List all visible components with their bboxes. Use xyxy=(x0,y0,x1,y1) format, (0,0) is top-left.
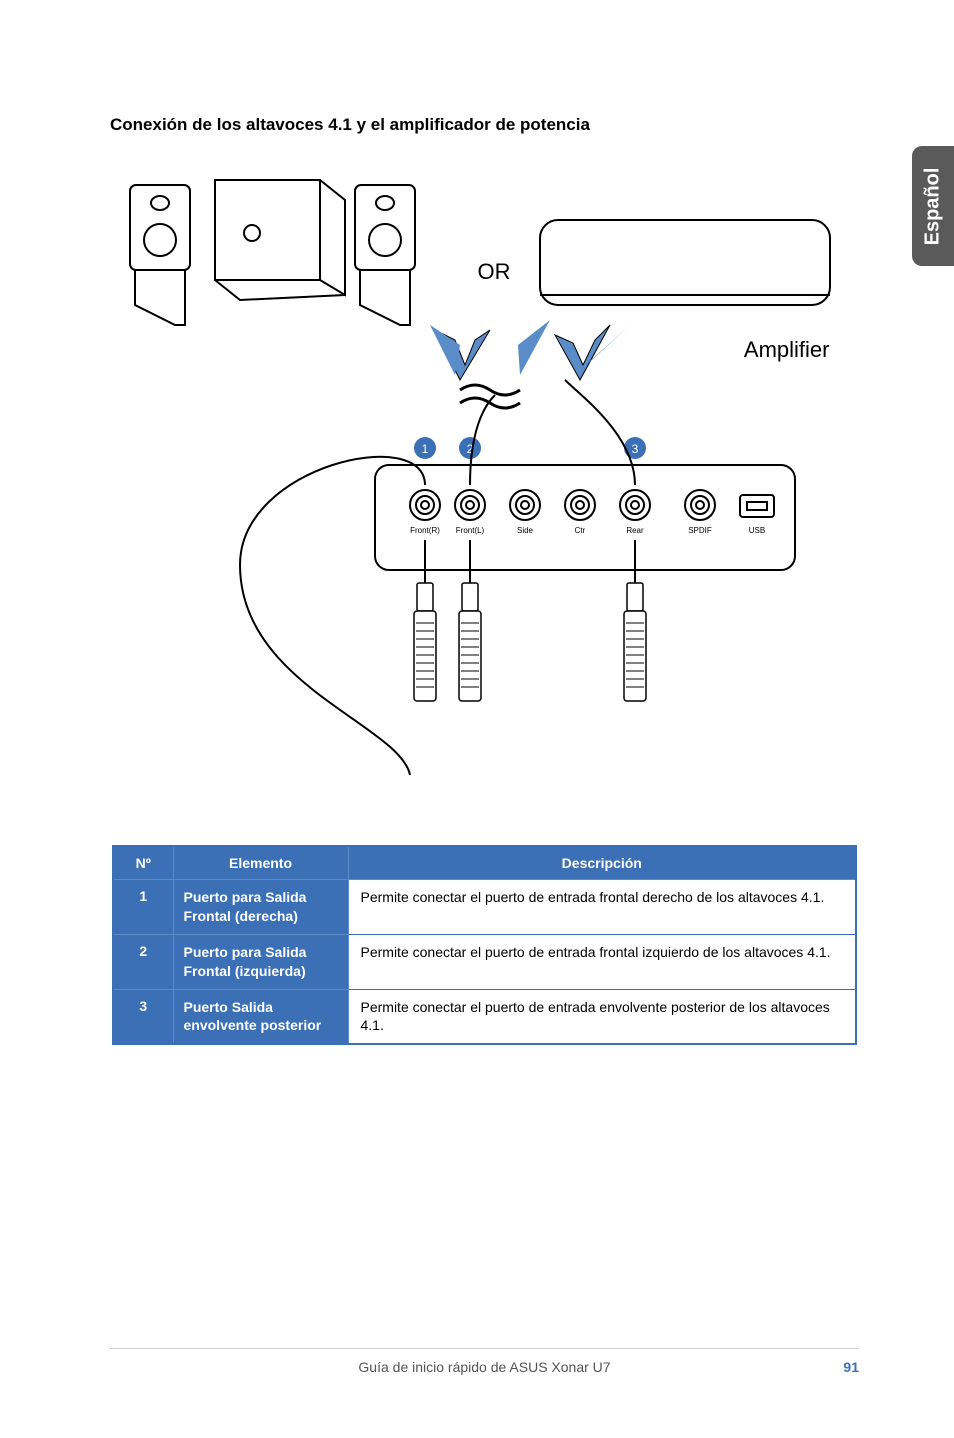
table-row: 3 Puerto Salida envolvente posterior Per… xyxy=(113,989,856,1044)
badge-3: 3 xyxy=(631,442,638,456)
svg-text:Ctr: Ctr xyxy=(574,526,585,535)
page-number: 91 xyxy=(843,1359,859,1375)
connection-table: Nº Elemento Descripción 1 Puerto para Sa… xyxy=(112,845,857,1045)
diagram-svg: 1 2 3 Front(R) Front(L) Si xyxy=(120,165,850,785)
row-number: 3 xyxy=(113,989,173,1044)
row-description: Permite conectar el puerto de entrada fr… xyxy=(348,880,856,935)
row-element: Puerto Salida envolvente posterior xyxy=(173,989,348,1044)
row-element: Puerto para Salida Frontal (izquierda) xyxy=(173,934,348,989)
footer-text: Guía de inicio rápido de ASUS Xonar U7 xyxy=(358,1359,610,1375)
row-description: Permite conectar el puerto de entrada en… xyxy=(348,989,856,1044)
amplifier-label: Amplifier xyxy=(744,337,830,363)
table-row: 1 Puerto para Salida Frontal (derecha) P… xyxy=(113,880,856,935)
svg-text:Rear: Rear xyxy=(626,526,644,535)
svg-text:Front(L): Front(L) xyxy=(455,526,484,535)
svg-text:Side: Side xyxy=(516,526,533,535)
or-label: OR xyxy=(478,259,511,285)
svg-text:USB: USB xyxy=(748,526,764,535)
page-body: Conexión de los altavoces 4.1 y el ampli… xyxy=(0,0,954,1045)
connection-diagram: OR Amplifier xyxy=(120,165,850,785)
row-element: Puerto para Salida Frontal (derecha) xyxy=(173,880,348,935)
badge-1: 1 xyxy=(421,442,428,456)
row-description: Permite conectar el puerto de entrada fr… xyxy=(348,934,856,989)
row-number: 2 xyxy=(113,934,173,989)
col-description: Descripción xyxy=(348,846,856,880)
svg-text:SPDIF: SPDIF xyxy=(688,526,712,535)
section-title: Conexión de los altavoces 4.1 y el ampli… xyxy=(110,115,859,135)
row-number: 1 xyxy=(113,880,173,935)
col-number: Nº xyxy=(113,846,173,880)
col-element: Elemento xyxy=(173,846,348,880)
page-footer: Guía de inicio rápido de ASUS Xonar U7 9… xyxy=(110,1348,859,1375)
table-row: 2 Puerto para Salida Frontal (izquierda)… xyxy=(113,934,856,989)
svg-text:Front(R): Front(R) xyxy=(410,526,440,535)
